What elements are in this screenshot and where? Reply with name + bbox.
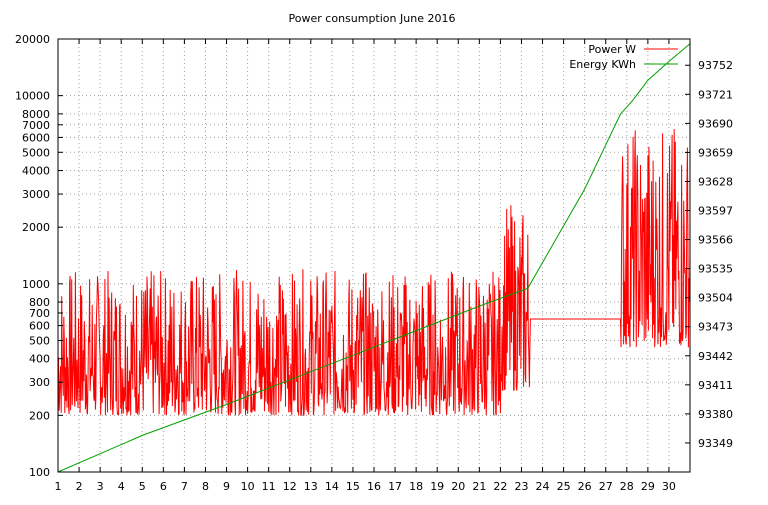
x-tick-label: 15 [346,480,360,493]
y-tick-label: 600 [29,320,50,333]
x-tick-label: 16 [367,480,381,493]
y-tick-label: 7000 [22,119,50,132]
y2-tick-label: 93597 [698,205,733,218]
y-tick-label: 6000 [22,131,50,144]
y-tick-label: 800 [29,296,50,309]
x-tick-label: 17 [388,480,402,493]
series-layer [57,43,691,473]
x-tick-label: 19 [430,480,444,493]
y2-tick-label: 93411 [698,379,733,392]
y-tick-label: 1000 [22,278,50,291]
legend-label: Energy KWh [569,58,636,71]
x-tick-label: 3 [97,480,104,493]
x-tick-label: 27 [599,480,613,493]
y-tick-label: 700 [29,307,50,320]
y-tick-label: 300 [29,376,50,389]
y-tick-label: 200 [29,409,50,422]
y-tick-label: 10000 [15,90,50,103]
y2-tick-label: 93473 [698,321,733,334]
x-tick-label: 21 [472,480,486,493]
y2-tick-label: 93504 [698,292,733,305]
x-tick-label: 29 [641,480,655,493]
y2-tick-label: 93535 [698,263,733,276]
x-tick-label: 11 [262,480,276,493]
x-tick-label: 20 [451,480,465,493]
x-tick-label: 1 [55,480,62,493]
y-tick-label: 400 [29,353,50,366]
x-tick-label: 28 [620,480,634,493]
y-tick-label: 3000 [22,188,50,201]
y2-tick-label: 93349 [698,437,733,450]
x-tick-label: 26 [578,480,592,493]
y2-tick-label: 93690 [698,117,733,130]
legend: Power W Energy KWh [569,43,678,71]
x-tick-label: 10 [241,480,255,493]
chart-title: Power consumption June 2016 [289,12,456,25]
series-line-power-w [57,128,691,417]
y2-tick-label: 93566 [698,234,733,247]
y2-tick-label: 93659 [698,146,733,159]
y2-tick-label: 93752 [698,59,733,72]
axes: 1 2 3 4 5 6 7 8 9 10 11 12 13 14 15 16 17 18 19 20 21 22 23 24 2… [15,33,733,493]
y-tick-label: 5000 [22,146,50,159]
y2-tick-label: 93442 [698,350,733,363]
x-tick-label: 6 [160,480,167,493]
x-tick-label: 4 [118,480,125,493]
x-tick-label: 30 [662,480,676,493]
y2-tick-label: 93380 [698,408,733,421]
y-tick-label: 20000 [15,33,50,46]
x-tick-label: 18 [409,480,423,493]
y-tick-label: 8000 [22,108,50,121]
x-tick-label: 24 [536,480,550,493]
series-line-energy-kwh [57,43,691,473]
y2-tick-label: 93721 [698,88,733,101]
x-tick-label: 14 [325,480,339,493]
x-tick-label: 13 [304,480,318,493]
x-tick-label: 5 [139,480,146,493]
x-tick-label: 9 [223,480,230,493]
x-tick-label: 7 [181,480,188,493]
x-tick-label: 8 [202,480,209,493]
x-tick-label: 23 [514,480,528,493]
y2-tick-label: 93628 [698,175,733,188]
x-tick-label: 12 [283,480,297,493]
y-tick-label: 4000 [22,165,50,178]
x-tick-label: 22 [493,480,507,493]
x-tick-label: 2 [76,480,83,493]
legend-label: Power W [588,43,636,56]
y-tick-label: 500 [29,334,50,347]
y-tick-label: 2000 [22,221,50,234]
y-tick-label: 100 [29,466,50,479]
x-tick-label: 25 [557,480,571,493]
